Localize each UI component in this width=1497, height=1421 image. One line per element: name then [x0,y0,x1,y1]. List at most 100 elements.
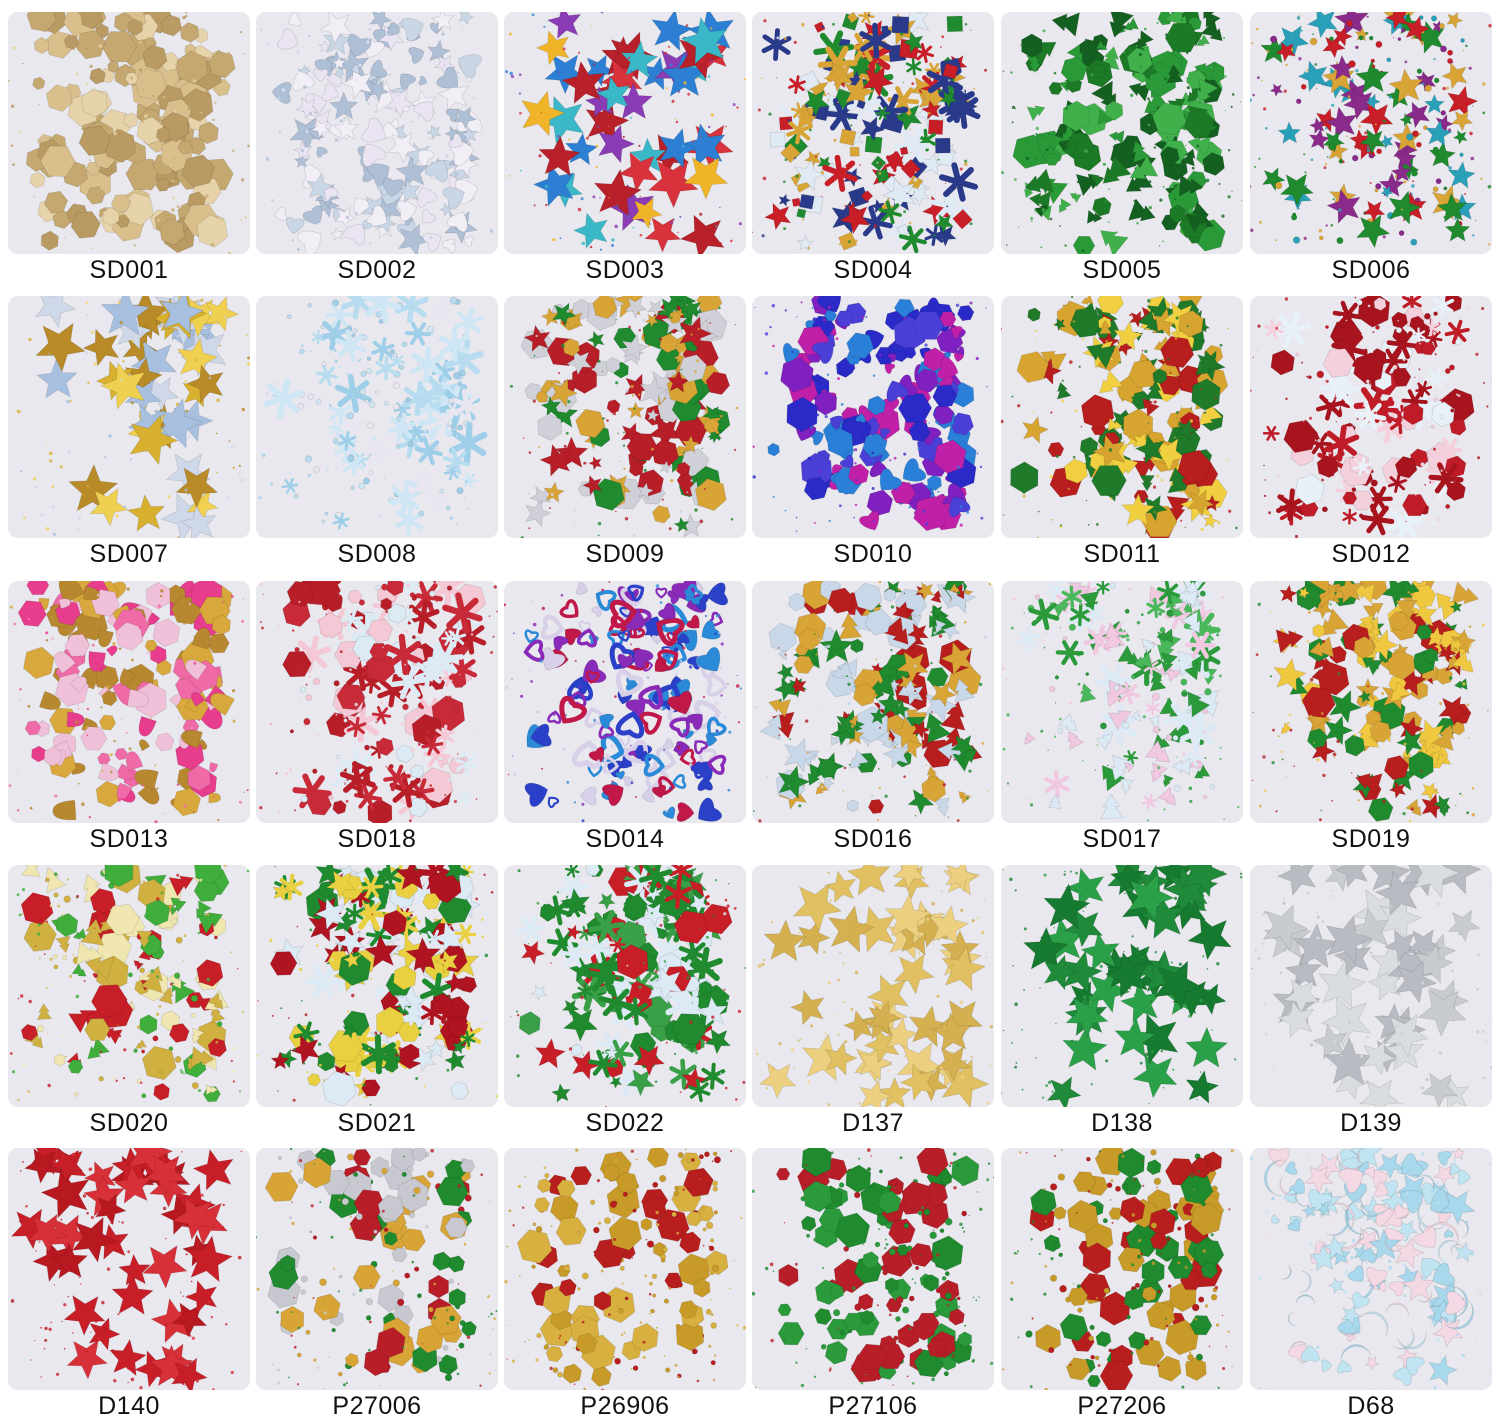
swatch-cell: SD014 [504,581,746,854]
swatch-photo [8,12,250,254]
swatch-code-label: SD003 [585,256,665,284]
swatch-cell: D139 [1250,865,1492,1138]
swatch-photo [256,296,498,538]
glitter-sample-image [8,1148,250,1390]
swatch-photo [1001,865,1243,1107]
swatch-code-label: SD014 [585,825,665,853]
glitter-sample-image [1001,1148,1243,1390]
swatch-cell: SD005 [1001,12,1243,285]
swatch-cell: SD022 [504,865,746,1138]
swatch-code-label: D137 [842,1109,904,1137]
glitter-sample-image [1250,12,1492,254]
swatch-cell: SD003 [504,12,746,285]
swatch-photo [752,1148,994,1390]
glitter-sample-image [1250,581,1492,823]
swatch-photo [8,865,250,1107]
swatch-cell: D68 [1250,1148,1492,1421]
swatch-photo [1250,1148,1492,1390]
swatch-cell: SD002 [256,12,498,285]
swatch-code-label: SD002 [337,256,417,284]
swatch-photo [752,296,994,538]
swatch-cell: SD021 [256,865,498,1138]
glitter-sample-image [752,12,994,254]
glitter-sample-image [504,865,746,1107]
glitter-sample-image [752,296,994,538]
swatch-photo [8,296,250,538]
swatch-photo [1250,581,1492,823]
swatch-code-label: D140 [98,1392,160,1420]
swatch-cell: D140 [8,1148,250,1421]
swatch-photo [256,12,498,254]
swatch-code-label: D68 [1347,1392,1395,1420]
swatch-code-label: D139 [1340,1109,1402,1137]
swatch-code-label: P27006 [332,1392,422,1420]
glitter-sample-image [1001,296,1243,538]
glitter-sample-image [1001,12,1243,254]
glitter-sample-image [256,865,498,1107]
swatch-code-label: SD016 [833,825,913,853]
glitter-sample-image [504,1148,746,1390]
swatch-code-label: SD010 [833,540,913,568]
glitter-sample-image [1001,865,1243,1107]
swatch-code-label: SD018 [337,825,417,853]
swatch-code-label: P27106 [828,1392,918,1420]
glitter-sample-image [1001,581,1243,823]
glitter-sample-image [1250,296,1492,538]
swatch-cell: SD017 [1001,581,1243,854]
swatch-photo [1001,296,1243,538]
swatch-photo [504,12,746,254]
swatch-photo [256,1148,498,1390]
glitter-sample-image [504,12,746,254]
glitter-sample-image [256,1148,498,1390]
glitter-sample-image [752,581,994,823]
swatch-cell: SD016 [752,581,994,854]
swatch-code-label: SD007 [89,540,169,568]
swatch-code-label: P26906 [580,1392,670,1420]
swatch-cell: SD011 [1001,296,1243,569]
glitter-sample-image [752,865,994,1107]
glitter-sample-image [256,581,498,823]
swatch-cell: SD009 [504,296,746,569]
swatch-cell: P27206 [1001,1148,1243,1421]
swatch-code-label: SD009 [585,540,665,568]
swatch-code-label: SD006 [1331,256,1411,284]
swatch-cell: D138 [1001,865,1243,1138]
swatch-photo [752,581,994,823]
swatch-photo [752,12,994,254]
swatch-code-label: SD008 [337,540,417,568]
swatch-code-label: SD004 [833,256,913,284]
swatch-code-label: SD001 [89,256,169,284]
swatch-code-label: SD022 [585,1109,665,1137]
swatch-code-label: SD017 [1082,825,1162,853]
glitter-sample-image [256,12,498,254]
swatch-cell: SD020 [8,865,250,1138]
swatch-photo [8,1148,250,1390]
swatch-code-label: SD019 [1331,825,1411,853]
glitter-sample-image [1250,865,1492,1107]
swatch-cell: SD008 [256,296,498,569]
swatch-photo [1250,296,1492,538]
swatch-photo [256,865,498,1107]
swatch-photo [1001,1148,1243,1390]
swatch-photo [504,581,746,823]
swatch-photo [1250,865,1492,1107]
swatch-cell: SD018 [256,581,498,854]
glitter-sample-image [752,1148,994,1390]
glitter-sample-image [8,581,250,823]
swatch-photo [1001,581,1243,823]
glitter-sample-image [504,296,746,538]
swatch-photo [752,865,994,1107]
swatch-cell: P26906 [504,1148,746,1421]
swatch-cell: SD012 [1250,296,1492,569]
swatch-code-label: SD005 [1082,256,1162,284]
glitter-sample-image [1250,1148,1492,1390]
swatch-cell: D137 [752,865,994,1138]
swatch-code-label: SD021 [337,1109,417,1137]
glitter-sample-image [256,296,498,538]
swatch-cell: P27006 [256,1148,498,1421]
glitter-sample-image [8,865,250,1107]
glitter-sample-image [504,581,746,823]
glitter-sample-image [8,12,250,254]
swatch-code-label: SD012 [1331,540,1411,568]
